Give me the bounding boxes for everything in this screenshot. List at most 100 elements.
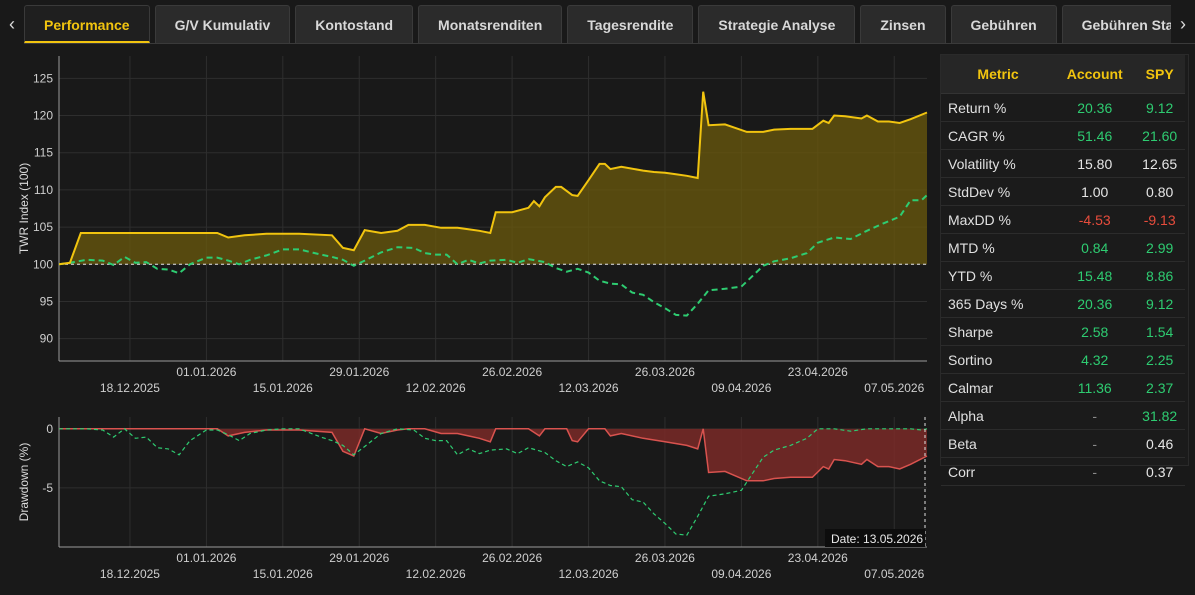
scroll-right-icon[interactable]: › bbox=[1180, 13, 1186, 34]
x-tick-label: 26.03.2026 bbox=[635, 551, 695, 565]
x-tick-label: 12.03.2026 bbox=[559, 567, 619, 581]
account-value: 2.58 bbox=[1055, 317, 1135, 346]
header-account[interactable]: Account bbox=[1055, 55, 1135, 94]
y-tick-label: 110 bbox=[34, 183, 53, 197]
spy-line bbox=[58, 194, 928, 317]
spy-value: 2.25 bbox=[1134, 345, 1185, 374]
metric-name: CAGR % bbox=[941, 121, 1056, 150]
metrics-row: Alpha -31.82 bbox=[941, 401, 1185, 430]
metric-name: Sortino bbox=[941, 345, 1056, 374]
drawdown-chart: -5 0 01.01.2026 29.01.2026 26.02.2026 26.03.2… bbox=[17, 417, 928, 581]
y-tick-label: 90 bbox=[40, 332, 54, 346]
tab-kontostand[interactable]: Kontostand bbox=[295, 5, 414, 43]
metrics-panel: Metric Account SPY Return % 20.36 9.12 CAGR… bbox=[940, 54, 1189, 486]
spy-value: 2.99 bbox=[1134, 233, 1185, 262]
metrics-row: MaxDD % -4.53 -9.13 bbox=[941, 205, 1185, 234]
account-value: 4.32 bbox=[1055, 345, 1135, 374]
metrics-table: Metric Account SPY Return % 20.36 9.12 CAGR… bbox=[941, 55, 1185, 486]
x-tick-label: 09.04.2026 bbox=[711, 567, 771, 581]
metrics-row: Corr -0.37 bbox=[941, 457, 1185, 486]
spy-value: 2.37 bbox=[1134, 373, 1185, 402]
y-tick-label: 115 bbox=[34, 146, 53, 160]
metrics-row: Sharpe 2.58 1.54 bbox=[941, 317, 1185, 346]
account-value: 20.36 bbox=[1055, 289, 1135, 318]
tab-strip: Performance G/V Kumulativ Kontostand Monats… bbox=[24, 5, 1171, 43]
y-tick-label: 0 bbox=[46, 422, 53, 436]
cursor-label: Date: 13.05.2026 bbox=[831, 532, 923, 546]
tab-tagesrendite[interactable]: Tagesrendite bbox=[567, 5, 694, 43]
x-tick-label: 12.03.2026 bbox=[559, 381, 619, 395]
spy-value: 9.12 bbox=[1134, 93, 1185, 122]
tab-gebühren-stats[interactable]: Gebühren Stats bbox=[1061, 5, 1171, 43]
y-tick-label: 105 bbox=[33, 220, 53, 234]
account-value: 0.84 bbox=[1055, 233, 1135, 262]
metrics-row: Sortino 4.32 2.25 bbox=[941, 345, 1185, 374]
y-axis-label: Drawdown (%) bbox=[17, 443, 31, 522]
tab-g-v-kumulativ[interactable]: G/V Kumulativ bbox=[154, 5, 291, 43]
tab-gebühren[interactable]: Gebühren bbox=[950, 5, 1057, 43]
tab-bar-divider bbox=[24, 43, 1195, 44]
header-spy[interactable]: SPY bbox=[1134, 55, 1185, 94]
y-tick-label: 100 bbox=[33, 257, 53, 271]
x-tick-label: 18.12.2025 bbox=[100, 381, 160, 395]
metrics-row: Calmar 11.36 2.37 bbox=[941, 373, 1185, 402]
spy-drawdown-line bbox=[59, 428, 928, 536]
metric-name: Sharpe bbox=[941, 317, 1056, 346]
spy-value: 0.46 bbox=[1134, 429, 1185, 458]
header-metric[interactable]: Metric bbox=[941, 55, 1056, 94]
x-tick-label: 23.04.2026 bbox=[788, 365, 848, 379]
metrics-row: Volatility % 15.80 12.65 bbox=[941, 149, 1185, 178]
spy-value: -9.13 bbox=[1134, 205, 1185, 234]
account-value: 20.36 bbox=[1055, 93, 1135, 122]
account-area bbox=[59, 91, 927, 265]
account-value: 15.80 bbox=[1055, 149, 1135, 178]
metric-name: Calmar bbox=[941, 373, 1056, 402]
metric-name: YTD % bbox=[941, 261, 1056, 290]
x-tick-label: 29.01.2026 bbox=[329, 551, 389, 565]
spy-value: 31.82 bbox=[1134, 401, 1185, 430]
account-drawdown-line bbox=[59, 427, 928, 482]
metric-name: 365 Days % bbox=[941, 289, 1056, 318]
x-tick-label: 26.03.2026 bbox=[635, 365, 695, 379]
x-tick-label: 07.05.2026 bbox=[864, 567, 924, 581]
account-value: 1.00 bbox=[1055, 177, 1135, 206]
x-tick-label: 18.12.2025 bbox=[100, 567, 160, 581]
x-tick-label: 23.04.2026 bbox=[788, 551, 848, 565]
spy-value: 12.65 bbox=[1134, 149, 1185, 178]
metric-name: MTD % bbox=[941, 233, 1056, 262]
spy-value: 0.80 bbox=[1134, 177, 1185, 206]
metric-name: Beta bbox=[941, 429, 1056, 458]
account-value: -4.53 bbox=[1055, 205, 1135, 234]
metrics-row: MTD % 0.84 2.99 bbox=[941, 233, 1185, 262]
x-tick-label: 12.02.2026 bbox=[406, 567, 466, 581]
account-value: - bbox=[1055, 429, 1135, 458]
spy-value: 9.12 bbox=[1134, 289, 1185, 318]
account-value: 15.48 bbox=[1055, 261, 1135, 290]
x-tick-label: 12.02.2026 bbox=[406, 381, 466, 395]
metric-name: Volatility % bbox=[941, 149, 1056, 178]
x-tick-label: 09.04.2026 bbox=[711, 381, 771, 395]
account-value: 11.36 bbox=[1055, 373, 1135, 402]
y-tick-label: -5 bbox=[42, 481, 53, 495]
tab-bar: ‹ Performance G/V Kumulativ Kontostand Mona… bbox=[0, 0, 1195, 48]
x-tick-label: 15.01.2026 bbox=[253, 567, 313, 581]
spy-value: 21.60 bbox=[1134, 121, 1185, 150]
x-tick-label: 01.01.2026 bbox=[176, 365, 236, 379]
chart-panel: 90 95 100 105 110 115 120 125 01.01.2026 29.01.20… bbox=[0, 48, 930, 595]
tab-performance[interactable]: Performance bbox=[24, 5, 150, 43]
tab-strategie-analyse[interactable]: Strategie Analyse bbox=[698, 5, 856, 43]
scroll-left-icon[interactable]: ‹ bbox=[9, 13, 15, 34]
metrics-row: CAGR % 51.46 21.60 bbox=[941, 121, 1185, 150]
metric-name: MaxDD % bbox=[941, 205, 1056, 234]
tab-monatsrenditen[interactable]: Monatsrenditen bbox=[418, 5, 563, 43]
cursor-label-box bbox=[825, 529, 925, 547]
metrics-row: StdDev % 1.00 0.80 bbox=[941, 177, 1185, 206]
x-tick-label: 15.01.2026 bbox=[253, 381, 313, 395]
account-value: 51.46 bbox=[1055, 121, 1135, 150]
spy-value: 0.37 bbox=[1134, 457, 1185, 486]
tab-zinsen[interactable]: Zinsen bbox=[860, 5, 946, 43]
metric-name: Alpha bbox=[941, 401, 1056, 430]
metric-name: Corr bbox=[941, 457, 1056, 486]
x-tick-label: 26.02.2026 bbox=[482, 551, 542, 565]
y-tick-label: 95 bbox=[40, 294, 54, 308]
